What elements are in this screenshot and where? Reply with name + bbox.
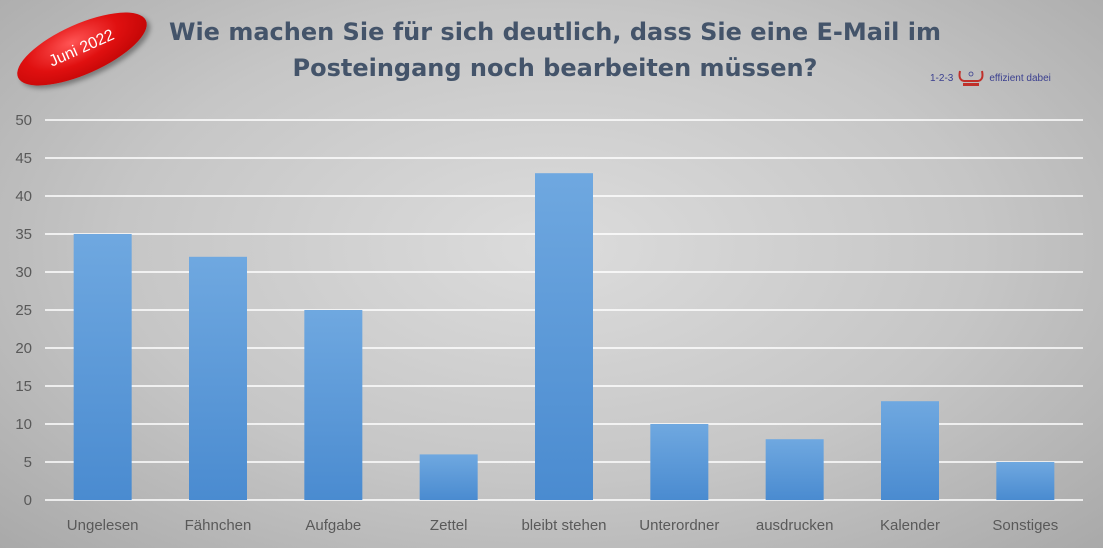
chart-title: Wie machen Sie für sich deutlich, dass S… bbox=[168, 18, 941, 82]
x-tick-label: Sonstiges bbox=[992, 517, 1058, 534]
y-tick-label: 45 bbox=[15, 150, 32, 167]
y-tick-label: 0 bbox=[24, 492, 32, 509]
bar-fähnchen bbox=[189, 256, 247, 500]
bar-unterordner bbox=[650, 424, 709, 500]
logo-left-text: 1-2-3 bbox=[930, 72, 954, 84]
computer-icon bbox=[958, 70, 984, 86]
bar-ungelesen bbox=[73, 234, 132, 500]
y-tick-label: 20 bbox=[15, 340, 32, 357]
x-tick-label: bleibt stehen bbox=[521, 517, 606, 534]
y-tick-label: 10 bbox=[15, 416, 32, 433]
x-tick-label: Fähnchen bbox=[185, 517, 252, 534]
bar-sonstiges bbox=[996, 462, 1055, 500]
x-tick-label: ausdrucken bbox=[756, 517, 834, 534]
logo: 1-2-3 effizient dabei bbox=[930, 68, 1051, 88]
y-tick-label: 30 bbox=[15, 264, 32, 281]
bar-kalender bbox=[881, 401, 939, 500]
bar-ausdrucken bbox=[765, 439, 824, 500]
x-tick-label: Unterordner bbox=[639, 517, 719, 534]
x-tick-label: Zettel bbox=[430, 517, 468, 534]
x-tick-label: Kalender bbox=[880, 517, 940, 534]
y-tick-label: 25 bbox=[15, 302, 32, 319]
y-tick-label: 40 bbox=[15, 188, 32, 205]
y-tick-label: 35 bbox=[15, 226, 32, 243]
y-tick-label: 15 bbox=[15, 378, 32, 395]
bar-bleibt-stehen bbox=[535, 173, 593, 500]
bar-zettel bbox=[419, 454, 478, 500]
logo-right-text: effizient dabei bbox=[989, 72, 1051, 84]
y-tick-label: 50 bbox=[15, 112, 32, 129]
y-tick-label: 5 bbox=[24, 454, 32, 471]
x-tick-label: Aufgabe bbox=[305, 517, 361, 534]
bar-aufgabe bbox=[304, 310, 363, 500]
x-tick-label: Ungelesen bbox=[67, 517, 139, 534]
